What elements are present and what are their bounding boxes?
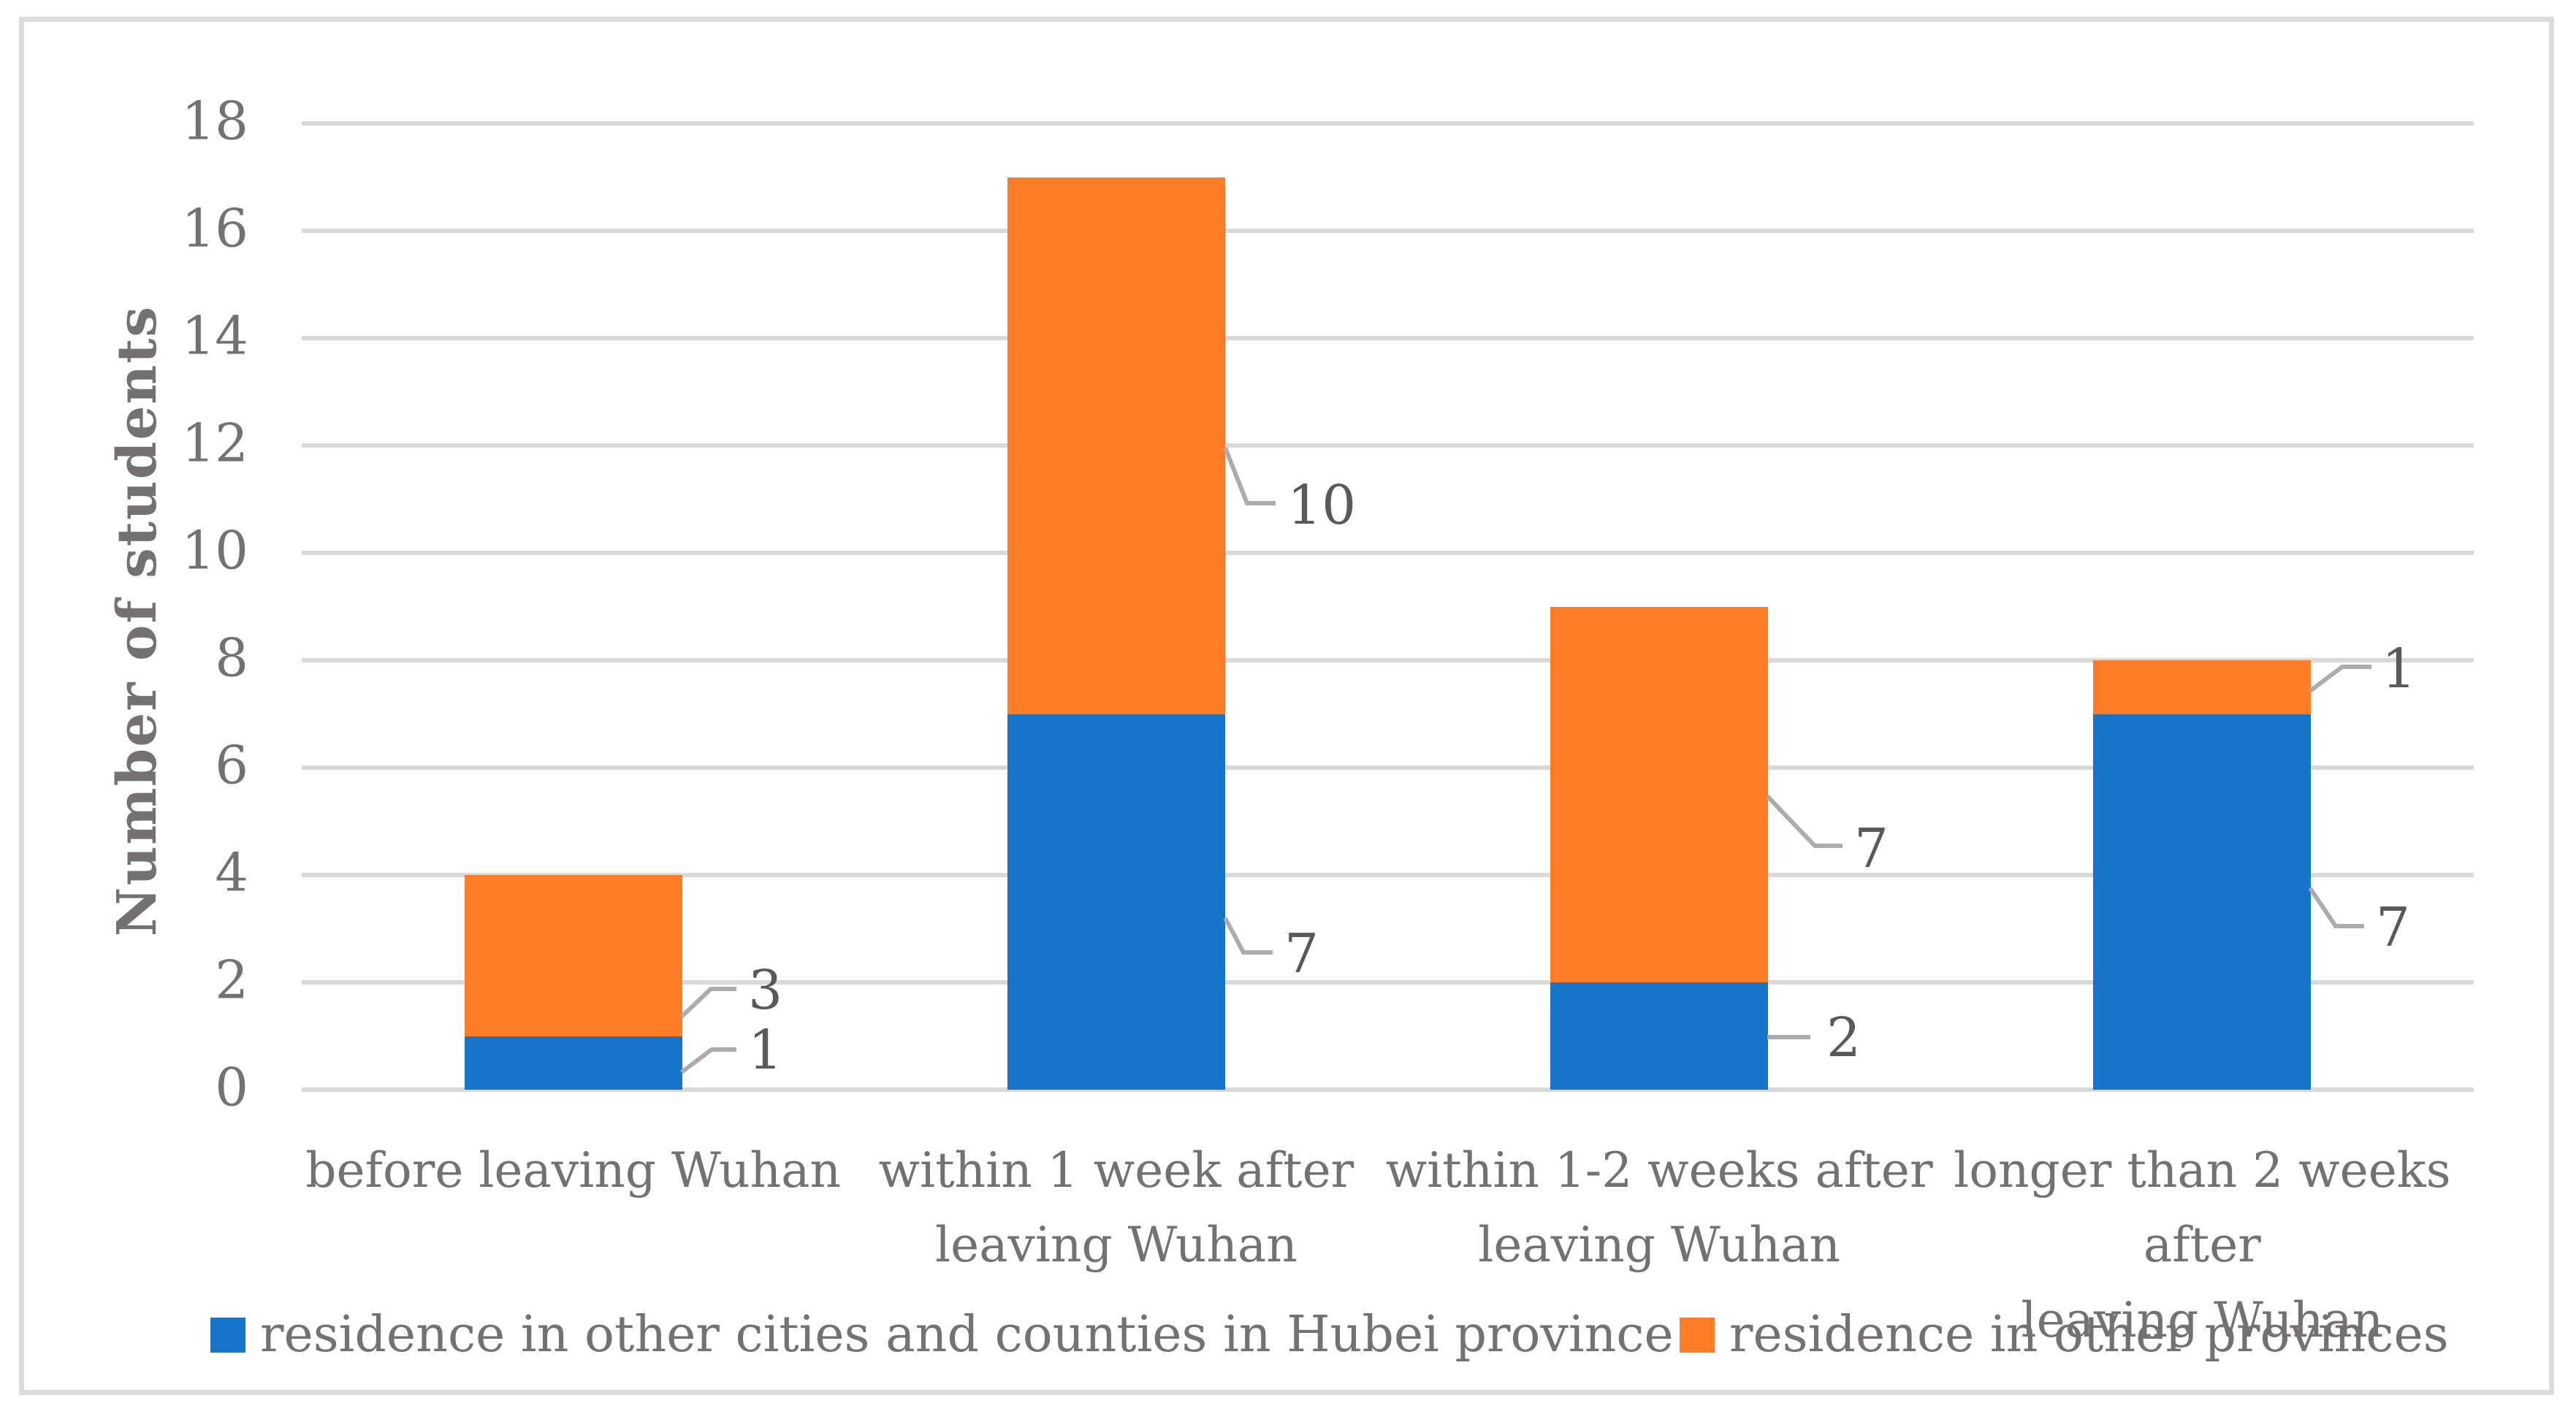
legend: residence in other cities and counties i…	[0, 1306, 2576, 1379]
y-tick-label: 16	[181, 197, 248, 259]
gridline	[302, 121, 2474, 126]
y-tick-label: 2	[215, 949, 248, 1011]
leader-line	[680, 1047, 736, 1074]
data-label: 10	[1287, 474, 1357, 537]
y-tick-label: 12	[181, 412, 248, 474]
y-tick-label: 10	[181, 519, 248, 581]
bar-segment-hubei-province	[1007, 714, 1225, 1090]
bar-segment-other-provinces	[1007, 177, 1225, 714]
x-axis-label: longer than 2 weeks after leaving Wuhan	[1954, 1142, 2451, 1348]
legend-label-hubei-province: residence in other cities and counties i…	[260, 1306, 1674, 1364]
leader-line	[1765, 794, 1843, 848]
leader-line	[1223, 446, 1276, 505]
leader-line	[2309, 665, 2371, 693]
gridline	[302, 1088, 2474, 1092]
data-label: 3	[748, 959, 783, 1022]
y-tick-label: 0	[215, 1056, 248, 1118]
bar-segment-other-provinces	[464, 875, 682, 1036]
legend-swatch-hubei-province	[210, 1317, 245, 1353]
bar-segment-other-provinces	[1550, 606, 1769, 982]
chart-border	[19, 17, 2554, 1395]
y-tick-label: 4	[215, 841, 248, 903]
x-axis-label: before leaving Wuhan	[305, 1142, 841, 1199]
gridline	[302, 551, 2474, 555]
gridline	[302, 873, 2474, 877]
legend-label-other-provinces: residence in other provinces	[1729, 1306, 2449, 1364]
leader-line	[2308, 887, 2364, 928]
y-tick-label: 14	[181, 305, 248, 367]
data-label: 1	[2382, 638, 2417, 700]
data-label: 2	[1826, 1006, 1861, 1069]
bar-segment-hubei-province	[464, 1036, 682, 1090]
gridline	[302, 229, 2474, 233]
legend-swatch-other-provinces	[1680, 1317, 1715, 1353]
data-label: 7	[1854, 817, 1889, 880]
y-tick-label: 8	[215, 627, 248, 689]
gridline	[302, 336, 2474, 340]
x-axis-label: within 1 week after leaving Wuhan	[878, 1142, 1354, 1274]
gridline	[302, 765, 2474, 770]
leader-line	[1223, 917, 1273, 955]
legend-item-hubei-province: residence in other cities and counties i…	[210, 1306, 1674, 1364]
y-tick-label: 6	[215, 734, 248, 796]
gridline	[302, 980, 2474, 985]
bar-segment-hubei-province	[2093, 714, 2312, 1090]
data-label: 1	[748, 1019, 783, 1082]
gridline	[302, 443, 2474, 448]
bar-segment-hubei-province	[1550, 982, 1769, 1090]
x-axis-label: within 1-2 weeks after leaving Wuhan	[1385, 1142, 1933, 1274]
gridline	[302, 658, 2474, 662]
bar-segment-other-provinces	[2093, 660, 2312, 714]
y-tick-label: 18	[181, 90, 248, 152]
legend-item-other-provinces: residence in other provinces	[1680, 1306, 2449, 1364]
leader-line	[679, 987, 736, 1019]
data-label: 7	[2376, 896, 2411, 959]
data-label: 7	[1284, 922, 1319, 985]
